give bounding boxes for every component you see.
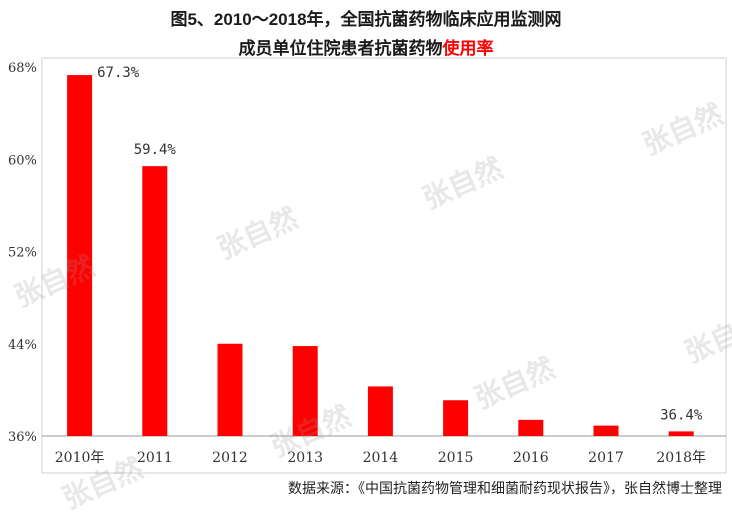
y-tick-label: 68% — [8, 61, 37, 76]
bar — [217, 343, 243, 436]
chart-title-line2-highlight: 使用率 — [442, 39, 494, 58]
x-tick-label: 2015 — [438, 450, 474, 466]
data-label: 67.3% — [97, 65, 140, 81]
x-tick-label: 2012 — [212, 450, 248, 466]
y-tick-label: 36% — [8, 430, 37, 445]
bar — [67, 75, 93, 437]
x-tick-label: 2016 — [513, 450, 549, 466]
data-labels: 67.3% 59.4% 36.4% — [97, 65, 703, 423]
y-tick-label: 44% — [8, 338, 37, 353]
data-label: 36.4% — [660, 407, 703, 423]
plot-area — [41, 57, 727, 474]
bar-chart: 36%44%52%60%68% 67.3%59.4%36.4% 2010年 201… — [8, 57, 727, 474]
chart-title-line2-main: 成员单位住院患者抗菌药物 — [238, 39, 443, 58]
bar — [292, 346, 318, 436]
x-tick-label: 2018年 — [656, 450, 706, 466]
x-tick-label: 2010年 — [55, 450, 105, 466]
x-tick-label: 2013 — [287, 450, 323, 466]
x-tick-label: 2014 — [363, 450, 399, 466]
bars — [67, 75, 694, 437]
bar — [668, 431, 694, 436]
source-note: 数据来源：《中国抗菌药物管理和细菌耐药现状报告》，张自然博士整理 — [288, 481, 722, 497]
y-tick-label: 60% — [8, 153, 37, 168]
bar — [367, 386, 393, 436]
chart-title-line1: 图5、2010～2018年，全国抗菌药物临床应用监测网 — [170, 10, 562, 29]
x-tick-labels: 2010年 2011 2012 2013 2014 2015 2016 2017 2018年 — [55, 450, 706, 466]
bar — [142, 166, 168, 436]
bar — [593, 425, 619, 436]
bar — [443, 400, 469, 436]
chart-title-line2: 成员单位住院患者抗菌药物使用率 — [0, 34, 732, 59]
data-label: 59.4% — [134, 142, 177, 158]
x-tick-label: 2017 — [588, 450, 624, 466]
y-tick-label: 52% — [8, 246, 37, 261]
bar — [518, 419, 544, 436]
y-tick-labels: 36% 44% 52% 60% 68% — [8, 61, 37, 445]
x-tick-label: 2011 — [137, 450, 173, 466]
